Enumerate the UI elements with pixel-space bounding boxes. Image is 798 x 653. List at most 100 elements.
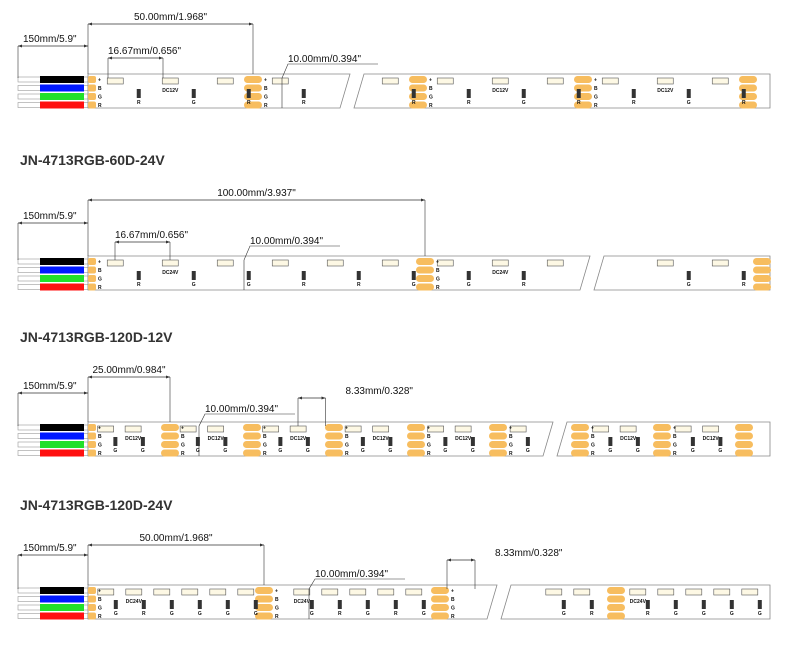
pin-label: R [98, 285, 102, 291]
solder-pad [735, 432, 753, 440]
solder-pad [489, 424, 507, 431]
led-chip [344, 425, 362, 433]
solder-pad [607, 612, 625, 620]
resistor-label: G [636, 448, 640, 454]
resistor-label: R [522, 282, 526, 288]
resistor [191, 89, 196, 98]
led-chip [216, 259, 234, 267]
pin-label: R [181, 451, 185, 457]
solder-pad [571, 432, 589, 440]
solder-pad [88, 76, 96, 83]
led-chip [711, 77, 729, 85]
solder-pad [653, 424, 671, 431]
led-chip [293, 588, 311, 596]
pin-label: + [594, 78, 597, 84]
pin-label: + [275, 589, 278, 595]
resistor [411, 89, 416, 98]
resistor-label: G [114, 611, 118, 617]
pin-label: R [594, 103, 598, 109]
solder-pad [489, 441, 507, 448]
strip-width-label: 10.00mm/0.394" [315, 569, 388, 580]
led-chip [491, 77, 509, 85]
pin-label: + [181, 426, 184, 432]
strip-title: JN-4713RGB-120D-24V [20, 497, 173, 513]
resistor [223, 437, 228, 446]
solder-pad [255, 587, 273, 594]
pin-label: B [181, 434, 185, 440]
resistor-label: G [691, 448, 695, 454]
resistor-label: G [196, 448, 200, 454]
pin-label: B [264, 86, 268, 92]
wire-length-dimension [18, 391, 88, 395]
wire-sleeve [40, 587, 84, 594]
resistor [470, 437, 475, 446]
resistor [140, 437, 145, 446]
resistor [113, 437, 118, 446]
led-chip [321, 588, 339, 596]
led-chip [702, 425, 719, 433]
pin-label: G [594, 95, 598, 101]
led-chip [262, 425, 279, 433]
led-chip [546, 259, 564, 267]
solder-pad [88, 258, 96, 265]
led-chip [592, 425, 609, 433]
pin-label: R [275, 614, 279, 620]
resistor-label: G [467, 282, 471, 288]
led-chip [237, 588, 255, 596]
resistor [411, 271, 416, 280]
pin-label: G [429, 95, 433, 101]
resistor [136, 271, 141, 280]
resistor-label: R [137, 282, 141, 288]
resistor [576, 89, 581, 98]
pin-label: G [673, 443, 677, 449]
solder-pad [416, 283, 434, 291]
solder-pad [607, 595, 625, 603]
resistor-label: G [278, 448, 282, 454]
wire-sleeve [40, 612, 84, 620]
pin-label: B [594, 86, 598, 92]
resistor [589, 600, 594, 609]
solder-pad [88, 93, 96, 100]
strip-1 [17, 24, 771, 109]
led-chip [179, 425, 197, 433]
led-pitch-dimension [115, 240, 170, 244]
resistor [443, 437, 448, 446]
pin-label: R [264, 103, 268, 109]
solder-pad [753, 266, 771, 274]
led-chip [454, 425, 472, 433]
strip-4 [17, 545, 771, 620]
pin-label: R [98, 614, 102, 620]
resistor-label: R [302, 282, 306, 288]
led-pitch-label: 16.67mm/0.656" [115, 230, 188, 241]
led-chip [97, 588, 115, 596]
solder-pad [416, 258, 434, 265]
resistor [197, 600, 202, 609]
resistor-label: G [192, 282, 196, 288]
led-chip [377, 588, 395, 596]
resistor-label: G [718, 448, 722, 454]
pin-label: + [98, 260, 101, 266]
wire-length-label: 150mm/5.9" [23, 211, 77, 222]
pin-label: G [275, 606, 279, 612]
solder-pad [735, 441, 753, 448]
pin-label: + [451, 589, 454, 595]
resistor-label: R [247, 100, 251, 106]
resistor-label: R [742, 100, 746, 106]
pin-label: + [345, 426, 348, 432]
segment-length-label: 100.00mm/3.937" [217, 188, 296, 199]
solder-pad [88, 595, 96, 603]
wire-length-dimension [18, 553, 88, 557]
solder-pad [607, 604, 625, 611]
solder-pad [88, 587, 96, 594]
strip-body [87, 421, 554, 457]
resistor [246, 89, 251, 98]
resistor-label: G [562, 611, 566, 617]
solder-pad [88, 283, 96, 291]
solder-pad [244, 84, 262, 92]
resistor-label: R [412, 100, 416, 106]
wire-length-dimension [18, 221, 88, 225]
solder-pad [416, 275, 434, 282]
led-chip [741, 588, 759, 596]
pin-label: + [673, 426, 676, 432]
led-chip [656, 77, 674, 85]
